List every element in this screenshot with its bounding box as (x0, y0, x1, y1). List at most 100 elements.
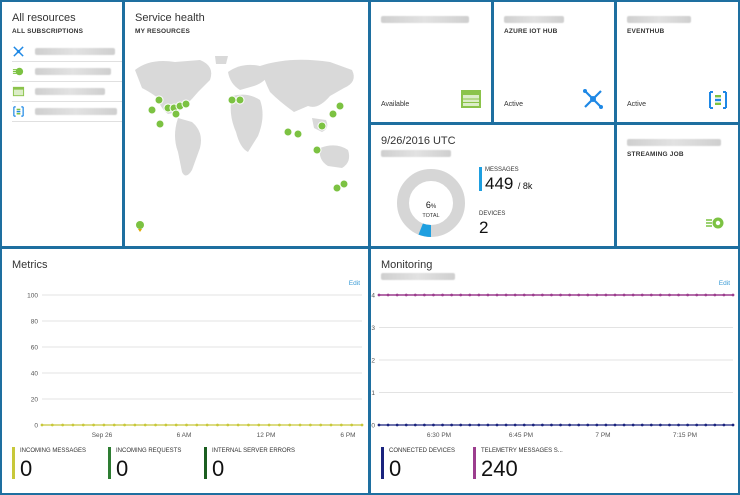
x-tick-label: 6:45 PM (509, 432, 533, 439)
series-point (441, 423, 444, 427)
resource-name-redacted (35, 88, 105, 95)
series-point (432, 423, 435, 427)
series-point (468, 423, 472, 427)
event-hub-icon (709, 91, 727, 109)
series-point (540, 423, 544, 427)
series-point (50, 423, 54, 427)
usage-date: 9/26/2016 UTC (381, 135, 456, 147)
series-point (713, 293, 717, 297)
series-point (531, 293, 535, 297)
series-point (649, 293, 653, 297)
resource-name-redacted (504, 16, 564, 23)
donut-percent: 6 (425, 200, 431, 210)
kpi-2[interactable]: INTERNAL SERVER ERRORS 0 (204, 447, 295, 481)
streaming-job-tile[interactable]: STREAMING JOB (617, 125, 738, 246)
y-tick-label: 2 (371, 358, 375, 365)
kpi-1[interactable]: INCOMING REQUESTS 0 (108, 447, 198, 481)
series-point (559, 293, 562, 297)
iot-hub-tile[interactable]: AZURE IOT HUB Active (494, 2, 614, 122)
eventhub-status: Active (627, 101, 647, 108)
series-point (668, 293, 671, 297)
series-point (586, 293, 590, 297)
metrics-tile[interactable]: Metrics Edit 100 80 60 40 20 0 Sep 26 6 AM 12 PM… (2, 249, 368, 493)
healthy-status-icon (147, 95, 349, 193)
donut-fill-arc (418, 223, 432, 237)
resource-item-stream-analytics[interactable] (12, 62, 122, 82)
series-point (71, 423, 75, 427)
kpi-value: 0 (116, 456, 129, 481)
eventhub-tile[interactable]: EVENTHUB Active (617, 2, 738, 122)
all-resources-tile[interactable]: All resources ALL SUBSCRIPTIONS (2, 2, 122, 246)
series-point (308, 423, 312, 427)
series-point (386, 293, 390, 297)
kpi-label: INCOMING MESSAGES (20, 448, 87, 454)
series-point (668, 423, 671, 427)
series-point (486, 423, 490, 427)
resource-item-event-hub[interactable] (12, 102, 122, 122)
device-usage-tile[interactable]: 9/26/2016 UTC 6% TOTAL MESSAGES 449 / 8k… (371, 125, 614, 246)
messages-accent-bar (479, 167, 482, 191)
storage-tile[interactable]: Available (371, 2, 491, 122)
series-point (386, 423, 390, 427)
kpi-0[interactable]: CONNECTED DEVICES 0 (381, 447, 467, 481)
x-tick-label: Sep 26 (92, 432, 113, 439)
kpi-value: 0 (389, 456, 402, 481)
series-point (495, 423, 499, 427)
resource-item-iot-hub[interactable] (12, 42, 122, 62)
kpi-1[interactable]: TELEMETRY MESSAGES S... 240 (473, 447, 563, 481)
series-point (686, 293, 690, 297)
series-point (133, 423, 137, 427)
iot-hub-icon (13, 46, 24, 57)
series-point (477, 423, 481, 427)
series-point (658, 423, 662, 427)
series-point (577, 293, 581, 297)
series-point (486, 293, 490, 297)
kpi-color-bar (473, 447, 476, 479)
series-point (540, 293, 544, 297)
series-point (522, 423, 526, 427)
series-point (613, 423, 617, 427)
donut-label: TOTAL (422, 213, 440, 219)
x-tick-label: 7:15 PM (673, 432, 697, 439)
metrics-edit-link[interactable]: Edit (348, 280, 360, 287)
messages-limit: / 8k (517, 181, 533, 191)
health-pins (147, 95, 349, 193)
kpi-color-bar (204, 447, 207, 479)
series-point (450, 423, 454, 427)
series-point (40, 423, 44, 427)
series-point (559, 423, 562, 427)
resource-item-storage[interactable] (12, 82, 122, 102)
kpi-value: 0 (212, 456, 225, 481)
series-point (360, 423, 364, 427)
kpi-value: 240 (481, 456, 518, 481)
y-tick-label: 60 (31, 345, 39, 352)
series-point (226, 423, 230, 427)
series-point (350, 423, 354, 427)
series-point (288, 423, 292, 427)
series-point (695, 423, 699, 427)
event-hub-icon (13, 106, 24, 117)
series-point (413, 423, 417, 427)
iot-hub-type: AZURE IOT HUB (504, 28, 558, 35)
series-point (257, 423, 261, 427)
resource-name-redacted (35, 48, 115, 55)
series-point (631, 293, 635, 297)
series-point (613, 293, 617, 297)
messages-label: MESSAGES (485, 167, 519, 173)
series-point (550, 293, 553, 297)
all-resources-title: All resources (12, 12, 76, 24)
monitoring-edit-link[interactable]: Edit (718, 280, 730, 287)
series-point (722, 293, 726, 297)
y-tick-label: 20 (31, 397, 39, 404)
series-point (174, 423, 178, 427)
series-point (622, 423, 626, 427)
devices-value: 2 (479, 218, 489, 237)
kpi-0[interactable]: INCOMING MESSAGES 0 (12, 447, 102, 481)
series-point (495, 293, 499, 297)
y-tick-label: 1 (371, 390, 375, 397)
monitoring-tile[interactable]: Monitoring Edit 4 3 2 1 0 6:30 PM 6:45 PM 7 PM 7… (371, 249, 738, 493)
health-legend-icon (136, 221, 144, 232)
series-point (319, 423, 323, 427)
service-health-subtitle: MY RESOURCES (135, 28, 191, 35)
service-health-tile[interactable]: Service health MY RESOURCES (125, 2, 368, 246)
